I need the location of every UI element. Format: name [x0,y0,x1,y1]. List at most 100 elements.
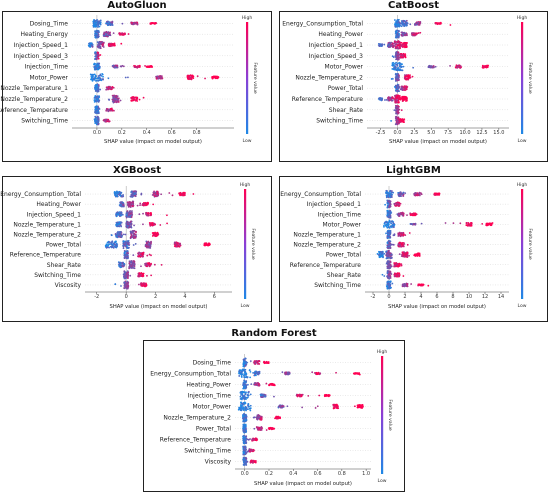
shap-point [386,252,388,255]
feature-dots [118,200,155,208]
shap-point [97,26,99,28]
shap-point [404,53,407,56]
feature-dots [89,72,220,82]
shap-point [413,223,416,226]
shap-point [133,267,136,270]
shap-point [396,68,398,70]
shap-point [402,244,405,247]
feature-dots [123,250,152,260]
shap-point [119,232,122,235]
shap-point [94,121,97,124]
shap-point [120,32,123,35]
lightgbm-panel: LightGBM Energy_Consumption_Total Injecti… [277,165,550,322]
shap-point [403,43,405,46]
shap-point [470,222,473,224]
shap-point [93,19,96,21]
shap-point [378,255,381,258]
shap-point [105,35,108,38]
shap-point [150,240,152,243]
shap-point [153,233,155,236]
shap-point [158,75,160,78]
shap-point [444,222,447,224]
shap-point [400,213,403,215]
shap-point [123,282,126,285]
shap-point [116,211,119,214]
shap-point [93,97,96,99]
shap-point [139,273,142,276]
shap-point [149,212,152,215]
x-axis-label: SHAP value (impact on model output) [104,139,202,145]
x-tick-label: 6 [213,294,216,300]
shap-point [386,241,389,244]
shap-point [126,215,129,218]
shap-point [435,192,438,195]
feature-label: Power_Total [46,242,81,249]
shap-point [127,241,130,244]
shap-point [401,100,404,103]
shap-point [398,108,401,111]
shap-point [97,90,100,92]
shap-point [377,253,380,256]
shap-point [144,64,146,67]
shap-point [400,109,403,112]
shap-point [387,194,389,197]
shap-point [391,226,393,229]
shap-point [119,99,122,102]
shap-point [142,255,144,258]
shap-point [141,252,144,255]
shap-point [389,200,392,203]
shap-point [434,65,437,68]
shap-point [147,212,150,215]
shap-point [94,53,97,55]
shap-point [418,192,421,194]
shap-point [131,205,134,208]
shap-point [409,213,412,216]
colorbar-title: Feature value [250,228,256,260]
shap-point [133,229,136,232]
shap-point [439,22,442,25]
shap-point [119,234,122,237]
shap-point [407,74,410,77]
feature-dots [94,29,130,39]
shap-point [96,51,99,54]
shap-point [397,20,400,23]
shap-point [108,44,111,47]
shap-point [98,42,100,45]
shap-point [99,88,102,91]
shap-point [390,191,393,194]
shap-point [156,234,159,237]
shap-point [388,226,391,229]
shap-point [192,77,195,80]
shap-point [89,73,92,76]
shap-point [383,224,385,227]
shap-point [380,45,383,47]
shap-point [135,231,137,234]
shap-point [404,192,407,195]
shap-point [123,273,126,275]
shap-point [150,22,153,24]
shap-point [127,252,129,255]
shap-point [108,120,111,123]
shap-point [419,31,422,34]
shap-point [399,68,402,71]
shap-point [396,213,399,216]
shap-point [105,246,108,249]
shap-point [136,66,139,69]
shap-point [128,226,131,229]
shap-point [115,214,117,217]
shap-point [121,262,124,265]
shap-point [94,32,96,35]
shap-point [395,30,398,33]
shap-point [133,265,136,268]
shap-point [389,190,391,193]
shap-point [119,33,122,36]
shap-point [118,192,121,195]
shap-point [385,98,388,101]
shap-point [397,40,400,42]
shap-point [394,65,396,68]
x-tick-label: 0.0 [393,130,401,136]
shap-point [152,203,155,206]
shap-point [94,88,96,90]
shap-point [391,99,394,102]
feature-label: Dosing_Time [30,20,69,27]
